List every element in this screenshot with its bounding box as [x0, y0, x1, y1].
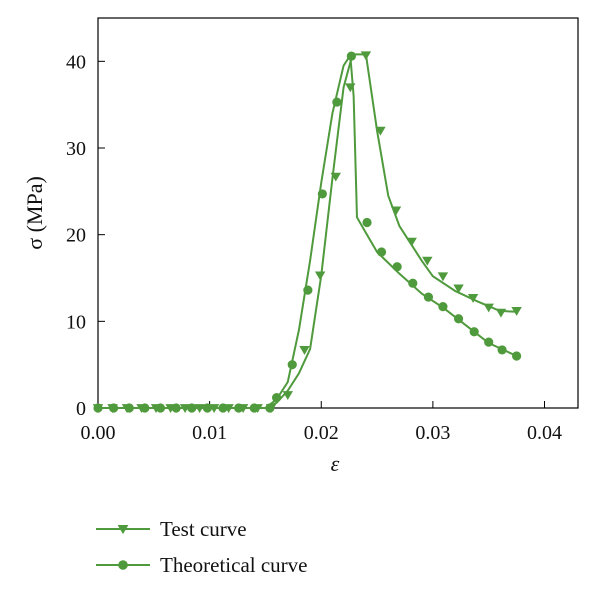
y-tick-label: 0: [76, 398, 86, 420]
data-point: [234, 403, 244, 413]
data-point: [438, 302, 448, 312]
data-point: [390, 206, 402, 216]
data-point: [408, 278, 418, 288]
data-point: [467, 294, 479, 303]
y-tick-label: 30: [66, 138, 86, 160]
series-line: [98, 53, 517, 409]
data-point: [406, 237, 417, 247]
series-test-curve: [92, 51, 522, 413]
data-point: [265, 403, 275, 413]
data-point: [453, 284, 464, 294]
data-point: [375, 126, 386, 136]
data-point: [272, 393, 282, 403]
legend-marker: [117, 524, 129, 535]
x-tick-label: 0.04: [527, 422, 562, 444]
y-tick-label: 10: [66, 311, 86, 333]
data-point: [483, 303, 494, 313]
data-point: [202, 403, 212, 413]
data-point: [124, 403, 134, 413]
x-axis-title: ε: [331, 451, 340, 476]
data-point: [317, 189, 327, 199]
data-point: [511, 307, 522, 316]
data-point: [437, 272, 449, 282]
y-axis-title: σ (MPa): [22, 176, 47, 250]
data-point: [453, 314, 464, 324]
data-point: [423, 292, 434, 302]
data-point: [314, 271, 326, 281]
data-point: [187, 403, 197, 413]
x-tick-label: 0.01: [192, 422, 227, 444]
data-point: [422, 256, 433, 266]
data-point: [140, 403, 150, 413]
data-point: [171, 403, 181, 413]
data-point: [93, 403, 103, 413]
data-point: [392, 262, 402, 272]
series-theoretical-curve: [93, 51, 522, 413]
data-point: [299, 346, 310, 355]
data-point: [484, 337, 494, 347]
data-point: [287, 360, 297, 370]
legend-label: Test curve: [160, 517, 247, 541]
data-point: [155, 403, 166, 413]
legend-label: Theoretical curve: [160, 553, 308, 577]
data-point: [497, 345, 507, 355]
data-point: [346, 51, 356, 61]
legend-marker: [118, 560, 128, 570]
data-point: [109, 403, 119, 413]
data-point: [362, 217, 372, 228]
data-point: [495, 308, 507, 318]
data-point: [249, 403, 259, 413]
data-point: [469, 327, 479, 337]
data-point: [330, 172, 341, 182]
y-tick-label: 40: [66, 51, 86, 73]
data-point: [218, 403, 228, 413]
legend-item: Test curve: [96, 517, 247, 541]
legend-item: Theoretical curve: [96, 553, 308, 577]
legend: Test curve Theoretical curve: [96, 517, 308, 577]
plot-area: 0.00 0.01 0.02 0.03 0.04 0 10 20 30 40 ε σ (MPa): [22, 17, 579, 476]
data-point: [282, 391, 293, 400]
x-tick-label: 0.02: [304, 422, 339, 444]
data-point: [376, 247, 387, 257]
data-point: [360, 51, 372, 61]
data-point: [332, 97, 342, 107]
x-tick-label: 0.03: [415, 422, 450, 444]
data-point: [303, 285, 313, 295]
data-point: [512, 351, 522, 361]
plot-frame: [97, 17, 579, 409]
x-tick-label: 0.00: [81, 422, 116, 444]
y-tick-label: 20: [66, 225, 86, 247]
